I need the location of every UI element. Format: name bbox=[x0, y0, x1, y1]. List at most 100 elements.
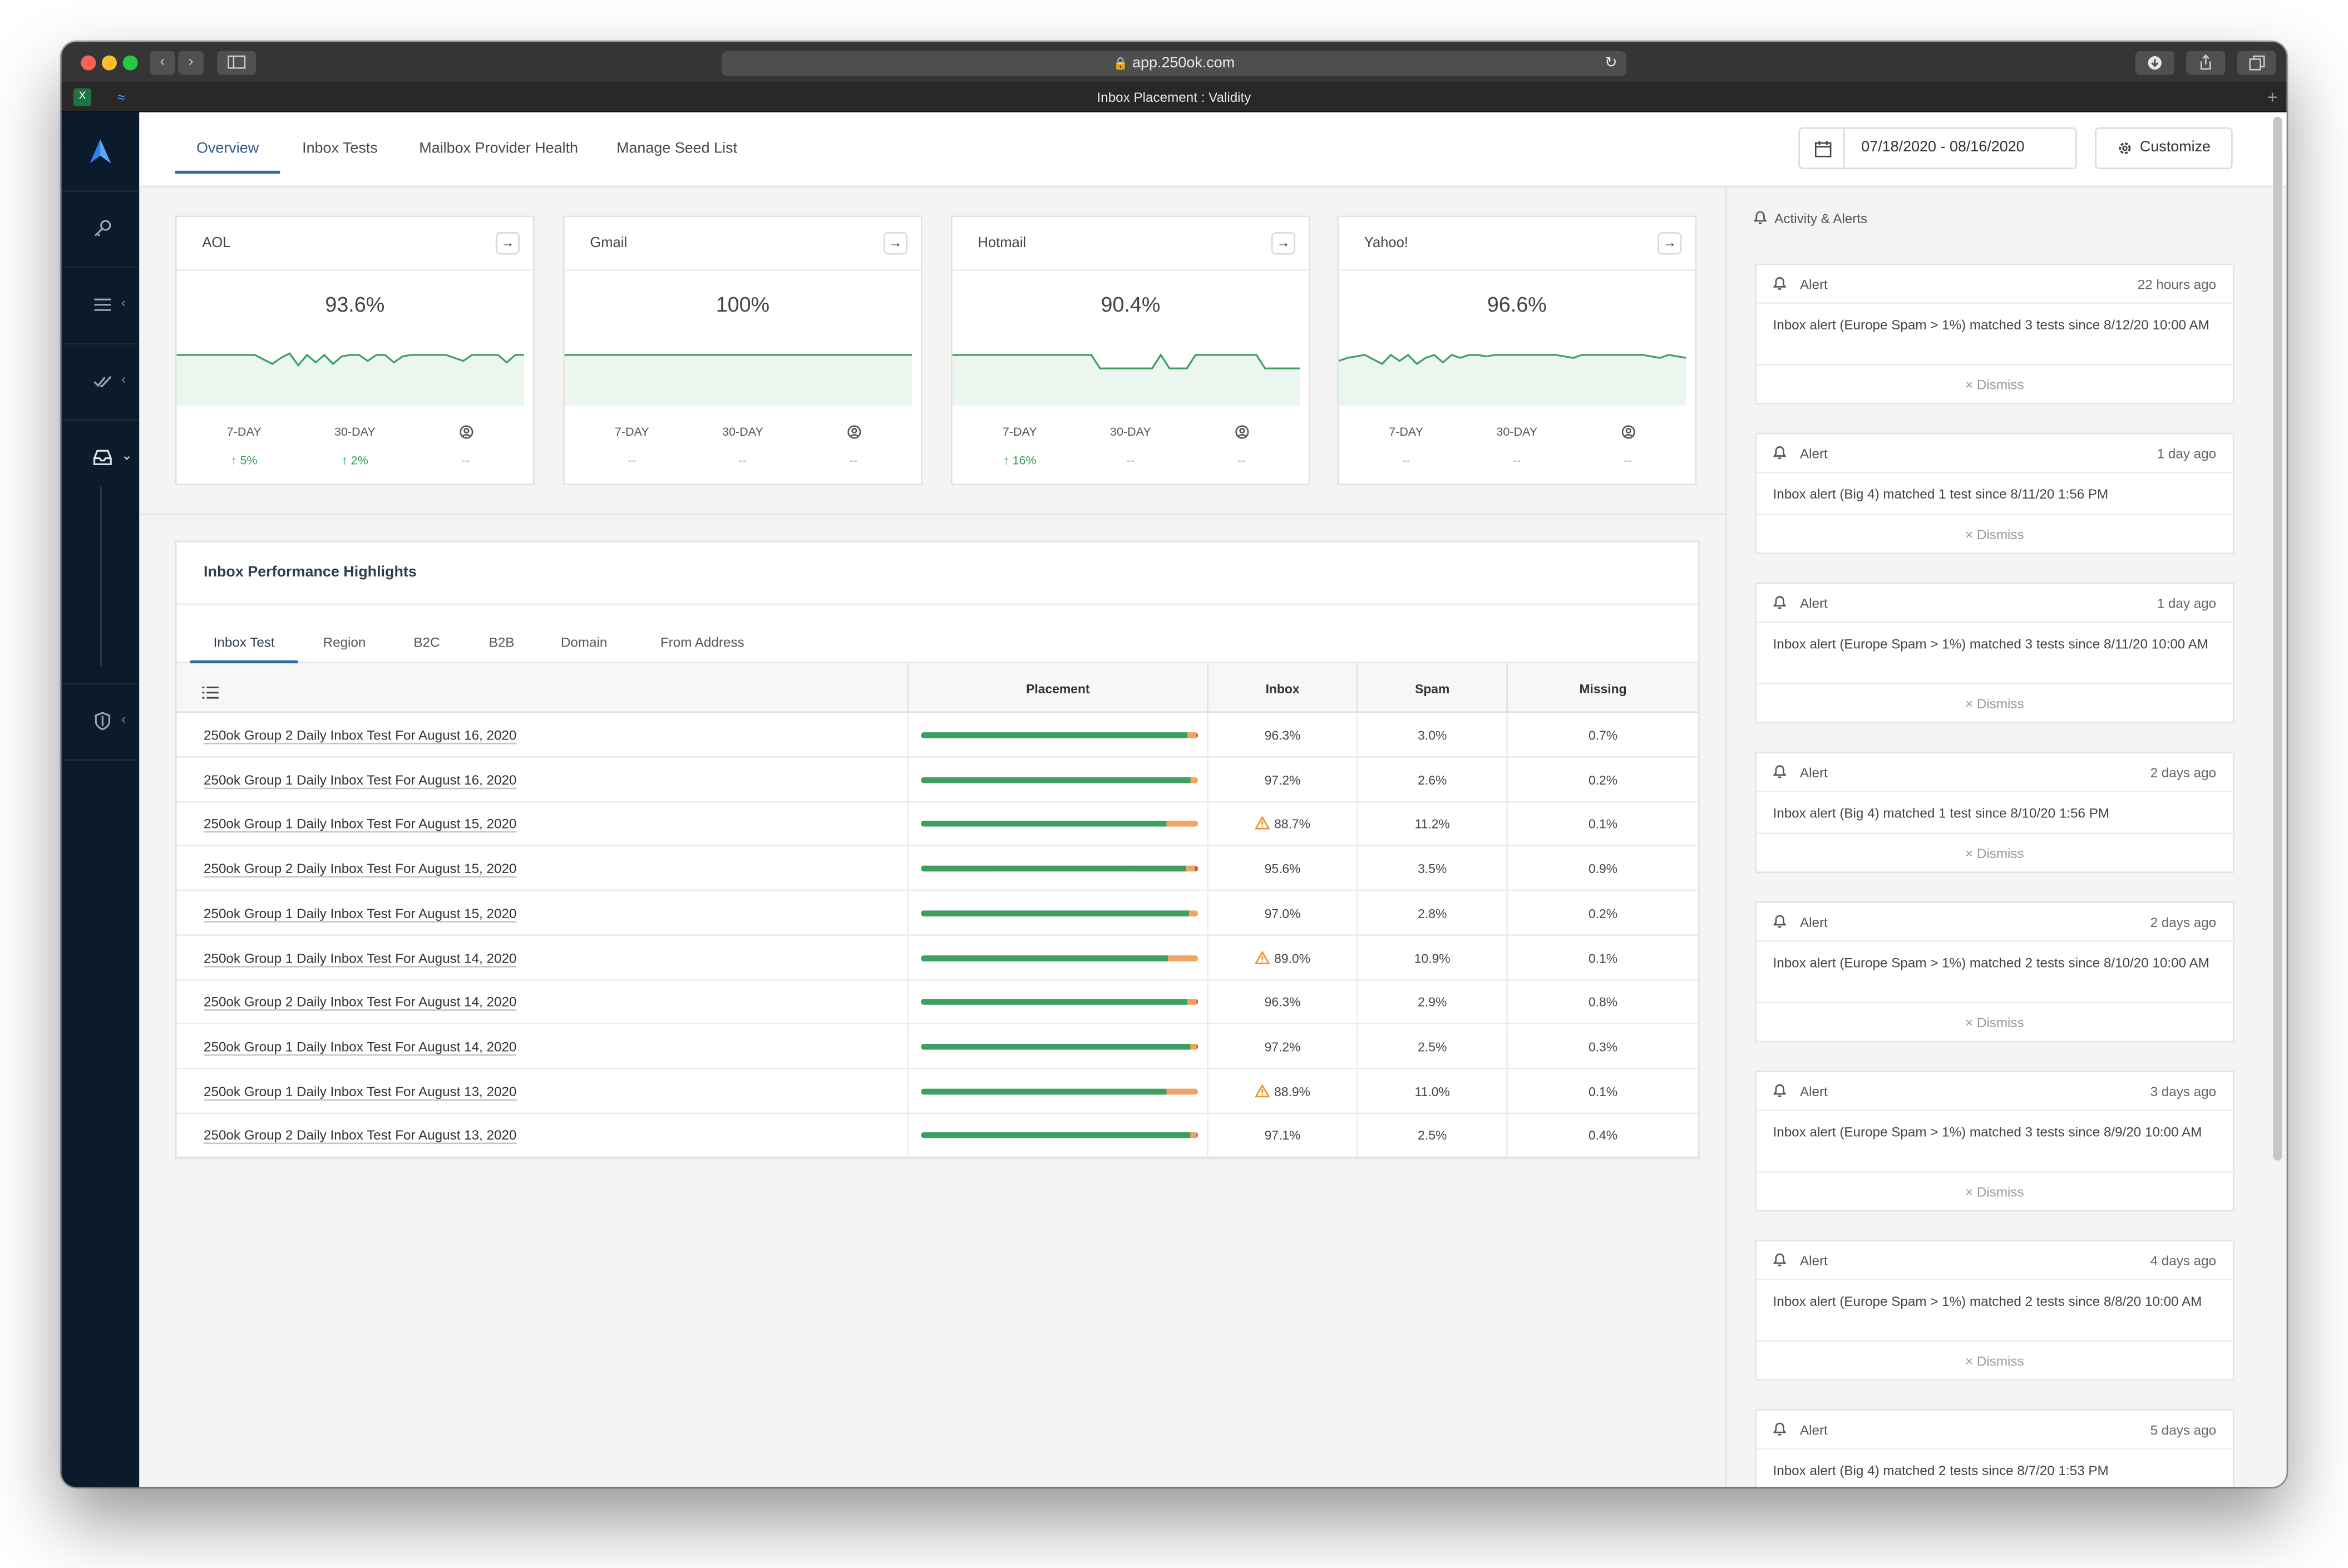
nav-item-reports[interactable]: ‹ bbox=[61, 268, 140, 344]
dismiss-button[interactable]: × Dismiss bbox=[1756, 832, 2233, 871]
tab-inbox-tests[interactable]: Inbox Tests bbox=[302, 140, 378, 157]
inbox-test-link[interactable]: 250ok Group 1 Daily Inbox Test For Augus… bbox=[204, 772, 517, 787]
page-scrollbar[interactable] bbox=[2273, 116, 2282, 1161]
close-window-button[interactable] bbox=[81, 55, 96, 71]
new-tab-icon[interactable]: + bbox=[2267, 87, 2278, 108]
spam-cell: 2.5% bbox=[1356, 1113, 1506, 1158]
inbox-value: 96.3% bbox=[1264, 994, 1301, 1010]
sidebar-toggle-button[interactable] bbox=[217, 51, 256, 75]
table-row[interactable]: 250ok Group 1 Daily Inbox Test For Augus… bbox=[176, 801, 1698, 847]
tab-domain[interactable]: Domain bbox=[560, 635, 608, 650]
inbox-test-link[interactable]: 250ok Group 1 Daily Inbox Test For Augus… bbox=[204, 905, 517, 921]
table-row[interactable]: 250ok Group 1 Daily Inbox Test For Augus… bbox=[176, 890, 1698, 936]
sparkline-line bbox=[1339, 353, 1686, 366]
tab-b2b[interactable]: B2B bbox=[489, 635, 515, 650]
table-row[interactable]: 250ok Group 2 Daily Inbox Test For Augus… bbox=[176, 846, 1698, 891]
table-row[interactable]: 250ok Group 1 Daily Inbox Test For Augus… bbox=[176, 935, 1698, 980]
placement-cell bbox=[907, 1024, 1207, 1069]
spam-bar-segment bbox=[1167, 954, 1198, 961]
nav-item-security[interactable]: ‹ bbox=[61, 684, 140, 761]
column-header-placement[interactable]: Placement bbox=[907, 663, 1207, 713]
arrow-right-icon[interactable]: → bbox=[1271, 232, 1295, 255]
list-icon bbox=[202, 686, 219, 699]
column-toggle-button[interactable] bbox=[202, 680, 219, 707]
column-header-spam[interactable]: Spam bbox=[1356, 663, 1506, 713]
stat-label: 30-DAY bbox=[722, 425, 763, 439]
dismiss-button[interactable]: × Dismiss bbox=[1756, 683, 2233, 722]
excel-icon[interactable]: X bbox=[73, 88, 92, 107]
spam-bar-segment bbox=[1190, 1132, 1197, 1139]
table-row[interactable]: 250ok Group 1 Daily Inbox Test For Augus… bbox=[176, 757, 1698, 802]
sparkline-area bbox=[176, 353, 524, 406]
missing-cell: 0.2% bbox=[1506, 890, 1698, 936]
inbox-value: 97.2% bbox=[1264, 1039, 1301, 1054]
placement-cell bbox=[907, 1068, 1207, 1114]
calendar-button[interactable] bbox=[1800, 129, 1845, 168]
tab-mailbox-provider-health[interactable]: Mailbox Provider Health bbox=[419, 140, 579, 157]
inbox-test-link[interactable]: 250ok Group 2 Daily Inbox Test For Augus… bbox=[204, 861, 517, 876]
inbox-test-link[interactable]: 250ok Group 2 Daily Inbox Test For Augus… bbox=[204, 1128, 517, 1143]
tab-region[interactable]: Region bbox=[323, 635, 366, 650]
tab-inbox-test[interactable]: Inbox Test bbox=[190, 605, 298, 664]
table-row[interactable]: 250ok Group 2 Daily Inbox Test For Augus… bbox=[176, 1113, 1698, 1158]
dismiss-button[interactable]: × Dismiss bbox=[1756, 1002, 2233, 1041]
arrow-right-icon[interactable]: → bbox=[1658, 232, 1682, 255]
column-header-missing[interactable]: Missing bbox=[1506, 663, 1698, 713]
table-row[interactable]: 250ok Group 2 Daily Inbox Test For Augus… bbox=[176, 979, 1698, 1025]
inbox-test-link[interactable]: 250ok Group 1 Daily Inbox Test For Augus… bbox=[204, 816, 517, 832]
sparkline-area bbox=[1339, 354, 1686, 406]
browser-tab-title[interactable]: Inbox Placement : Validity bbox=[1097, 90, 1251, 105]
missing-cell: 0.8% bbox=[1506, 979, 1698, 1025]
nav-item-inbox[interactable]: ⌄ bbox=[61, 421, 140, 684]
zoom-window-button[interactable] bbox=[122, 55, 138, 71]
inbox-test-link[interactable]: 250ok Group 2 Daily Inbox Test For Augus… bbox=[204, 727, 517, 743]
inbox-test-link[interactable]: 250ok Group 1 Daily Inbox Test For Augus… bbox=[204, 1083, 517, 1099]
table-header: Placement Inbox Spam Missing bbox=[176, 663, 1698, 713]
dismiss-button[interactable]: × Dismiss bbox=[1756, 1340, 2233, 1379]
reload-icon[interactable]: ↻ bbox=[1605, 55, 1617, 72]
inbox-test-link[interactable]: 250ok Group 2 Daily Inbox Test For Augus… bbox=[204, 994, 517, 1010]
address-bar[interactable]: 🔒 app.250ok.com ↻ bbox=[722, 51, 1626, 77]
tab-overview[interactable]: Overview bbox=[175, 112, 280, 188]
app-logo[interactable] bbox=[61, 112, 140, 192]
stat-value: -- bbox=[849, 453, 858, 467]
bell-icon bbox=[1753, 211, 1767, 224]
tab-from-address[interactable]: From Address bbox=[660, 635, 744, 650]
pinned-tab-icon[interactable]: ≈ bbox=[117, 90, 125, 105]
table-row[interactable]: 250ok Group 1 Daily Inbox Test For Augus… bbox=[176, 1024, 1698, 1069]
column-header-inbox[interactable]: Inbox bbox=[1207, 663, 1356, 713]
missing-bar-segment bbox=[1197, 1043, 1198, 1050]
downloads-button[interactable] bbox=[2135, 51, 2174, 75]
nav-item-keys[interactable] bbox=[61, 191, 140, 268]
sparkline-line bbox=[952, 353, 1300, 369]
sidebar-title-text: Activity & Alerts bbox=[1774, 211, 1868, 226]
missing-value: 0.1% bbox=[1588, 950, 1618, 965]
close-icon: × bbox=[1965, 377, 1977, 393]
minimize-window-button[interactable] bbox=[102, 55, 117, 71]
table-row[interactable]: 250ok Group 2 Daily Inbox Test For Augus… bbox=[176, 713, 1698, 758]
inbox-test-link[interactable]: 250ok Group 1 Daily Inbox Test For Augus… bbox=[204, 950, 517, 965]
tab-b2c[interactable]: B2C bbox=[413, 635, 440, 650]
forward-button[interactable]: › bbox=[178, 51, 204, 75]
spam-cell: 3.0% bbox=[1356, 713, 1506, 758]
nav-item-checks[interactable]: ‹ bbox=[61, 344, 140, 421]
share-button[interactable] bbox=[2186, 51, 2226, 75]
stat-value: -- bbox=[1513, 453, 1521, 467]
dismiss-button[interactable]: × Dismiss bbox=[1756, 514, 2233, 553]
alert-header: Alert 2 days ago bbox=[1756, 753, 2233, 792]
arrow-right-icon[interactable]: → bbox=[495, 232, 520, 255]
back-button[interactable]: ‹ bbox=[150, 51, 175, 75]
dismiss-label: Dismiss bbox=[1976, 696, 2024, 712]
tabs-overview-button[interactable] bbox=[2237, 51, 2276, 75]
dismiss-button[interactable]: × Dismiss bbox=[1756, 363, 2233, 403]
dismiss-button[interactable]: × Dismiss bbox=[1756, 1171, 2233, 1210]
inbox-test-link[interactable]: 250ok Group 1 Daily Inbox Test For Augus… bbox=[204, 1039, 517, 1054]
arrow-right-icon[interactable]: → bbox=[883, 232, 907, 255]
date-range-picker[interactable]: 07/18/2020 - 08/16/2020 bbox=[1798, 127, 2077, 170]
alert-label: Alert bbox=[1799, 1253, 1828, 1269]
bell-icon bbox=[1773, 1422, 1787, 1436]
stat-label: 7-DAY bbox=[1389, 425, 1424, 439]
customize-button[interactable]: Customize bbox=[2095, 127, 2233, 170]
tab-manage-seed-list[interactable]: Manage Seed List bbox=[616, 140, 737, 157]
table-row[interactable]: 250ok Group 1 Daily Inbox Test For Augus… bbox=[176, 1068, 1698, 1114]
